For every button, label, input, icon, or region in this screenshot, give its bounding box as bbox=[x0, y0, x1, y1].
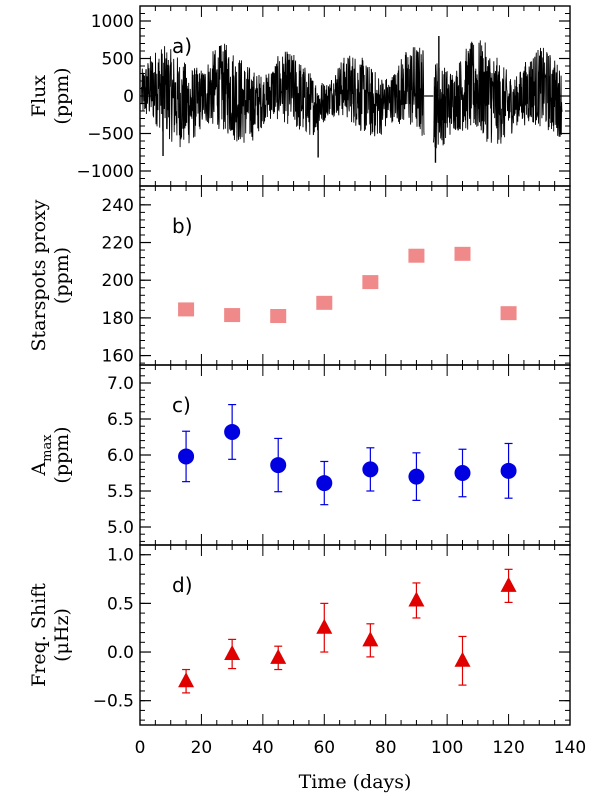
y-axis-title-line1: Starspots proxy bbox=[28, 199, 50, 351]
x-tick-label: 60 bbox=[313, 738, 335, 758]
panel-label-2: c) bbox=[172, 393, 191, 417]
y-tick-label: 1.0 bbox=[107, 546, 134, 566]
axes-layer bbox=[139, 5, 571, 726]
amax-point-0 bbox=[178, 448, 195, 465]
y-tick-label: 0 bbox=[123, 87, 134, 107]
x-tick-label: 20 bbox=[191, 738, 213, 758]
y-tick-label: 180 bbox=[102, 309, 134, 329]
panel-label-1: b) bbox=[172, 214, 193, 238]
y-tick-label: 500 bbox=[102, 50, 134, 70]
y-axis-title-line1: Flux bbox=[28, 75, 50, 117]
y-tick-label: 5.0 bbox=[107, 518, 134, 538]
x-axis-title: Time (days) bbox=[299, 771, 412, 793]
y-axis-title-line2: (μHz) bbox=[51, 608, 73, 662]
amax-point-3 bbox=[316, 475, 333, 492]
y-tick-label: 0.0 bbox=[107, 643, 134, 663]
x-tick-label: 100 bbox=[431, 738, 463, 758]
starspot-point-3 bbox=[316, 295, 333, 310]
amax-point-5 bbox=[408, 468, 425, 485]
y-tick-label: 6.5 bbox=[107, 410, 134, 430]
y-tick-label: 200 bbox=[102, 271, 134, 291]
y-tick-label: −500 bbox=[87, 125, 134, 145]
x-tick-label: 140 bbox=[554, 738, 586, 758]
freq-shift-point-0 bbox=[178, 672, 195, 688]
y-axis-title-subscript: max bbox=[40, 434, 55, 462]
amax-point-2 bbox=[270, 457, 287, 474]
flux-series-line bbox=[141, 40, 563, 149]
y-axis-title-line2: (ppm) bbox=[51, 247, 73, 304]
starspot-point-6 bbox=[454, 246, 471, 261]
y-tick-label: 220 bbox=[102, 234, 134, 254]
data-layer bbox=[141, 36, 563, 694]
panel-label-0: a) bbox=[172, 34, 192, 58]
freq-shift-point-2 bbox=[270, 648, 287, 664]
y-tick-label: 1000 bbox=[91, 12, 134, 32]
amax-point-6 bbox=[454, 465, 471, 481]
y-axis-title-line2: (ppm) bbox=[51, 67, 73, 124]
starspot-point-4 bbox=[362, 275, 379, 290]
starspot-point-7 bbox=[500, 306, 517, 321]
x-tick-label: 40 bbox=[252, 738, 274, 758]
freq-shift-point-1 bbox=[224, 644, 241, 660]
y-tick-label: 6.0 bbox=[107, 446, 134, 466]
panel-label-3: d) bbox=[172, 573, 193, 597]
x-tick-label: 80 bbox=[375, 738, 397, 758]
y-tick-label: 0.5 bbox=[107, 594, 134, 614]
freq-shift-point-4 bbox=[362, 631, 379, 647]
freq-shift-point-3 bbox=[316, 618, 333, 634]
starspot-point-1 bbox=[224, 308, 241, 323]
y-tick-label: 160 bbox=[102, 347, 134, 367]
x-tick-label: 0 bbox=[135, 738, 146, 758]
starspot-point-0 bbox=[178, 302, 195, 317]
starspot-point-2 bbox=[270, 309, 287, 324]
y-tick-label: 5.5 bbox=[107, 482, 134, 502]
starspot-point-5 bbox=[408, 248, 425, 263]
y-axis-title-line1: Freq. Shift bbox=[28, 583, 50, 687]
freq-shift-point-5 bbox=[408, 591, 425, 607]
x-tick-label: 120 bbox=[492, 738, 524, 758]
y-tick-label: 240 bbox=[102, 196, 134, 216]
panel-frame-3 bbox=[139, 544, 571, 726]
y-axis-title-line2: (ppm) bbox=[51, 426, 73, 483]
amax-point-7 bbox=[500, 462, 517, 479]
amax-point-1 bbox=[224, 423, 241, 440]
y-axis-title-main: Amax bbox=[28, 434, 55, 477]
y-tick-label: −1000 bbox=[76, 162, 134, 182]
y-axis-title-symbol: A bbox=[28, 462, 50, 477]
panel-frame-2 bbox=[139, 364, 571, 546]
panel-frame-1 bbox=[139, 185, 571, 366]
y-tick-label: 7.0 bbox=[107, 374, 134, 394]
y-tick-label: −0.5 bbox=[93, 692, 134, 712]
amax-point-4 bbox=[362, 461, 379, 478]
freq-shift-point-6 bbox=[454, 651, 471, 667]
freq-shift-point-7 bbox=[500, 576, 517, 592]
